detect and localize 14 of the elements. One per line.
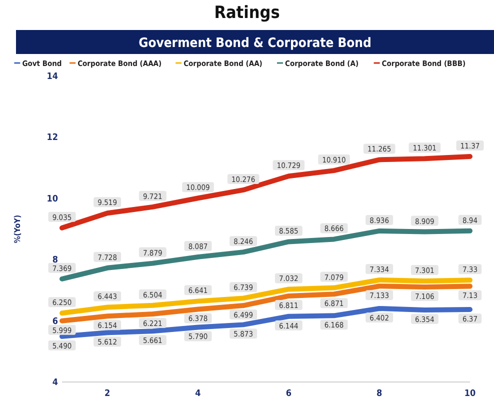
y-tick-label: 12	[46, 133, 58, 144]
x-tick-label: 6	[286, 389, 292, 399]
x-tick-label: 8	[376, 389, 383, 399]
y-tick-label: 4	[52, 378, 58, 388]
y-axis-title: %(YoY)	[13, 214, 22, 244]
y-tick-label: 10	[46, 194, 58, 204]
x-tick-label: 2	[104, 389, 110, 399]
y-tick-label: 6	[52, 316, 58, 327]
x-tick-label: 10	[464, 389, 476, 399]
y-tick-label: 8	[52, 256, 58, 266]
y-tick-label: 14	[46, 72, 58, 82]
text: Ratings	[214, 3, 280, 23]
chart-title: Goverment Bond & Corporate Bond	[138, 36, 372, 51]
x-tick-label: 4	[195, 389, 202, 399]
